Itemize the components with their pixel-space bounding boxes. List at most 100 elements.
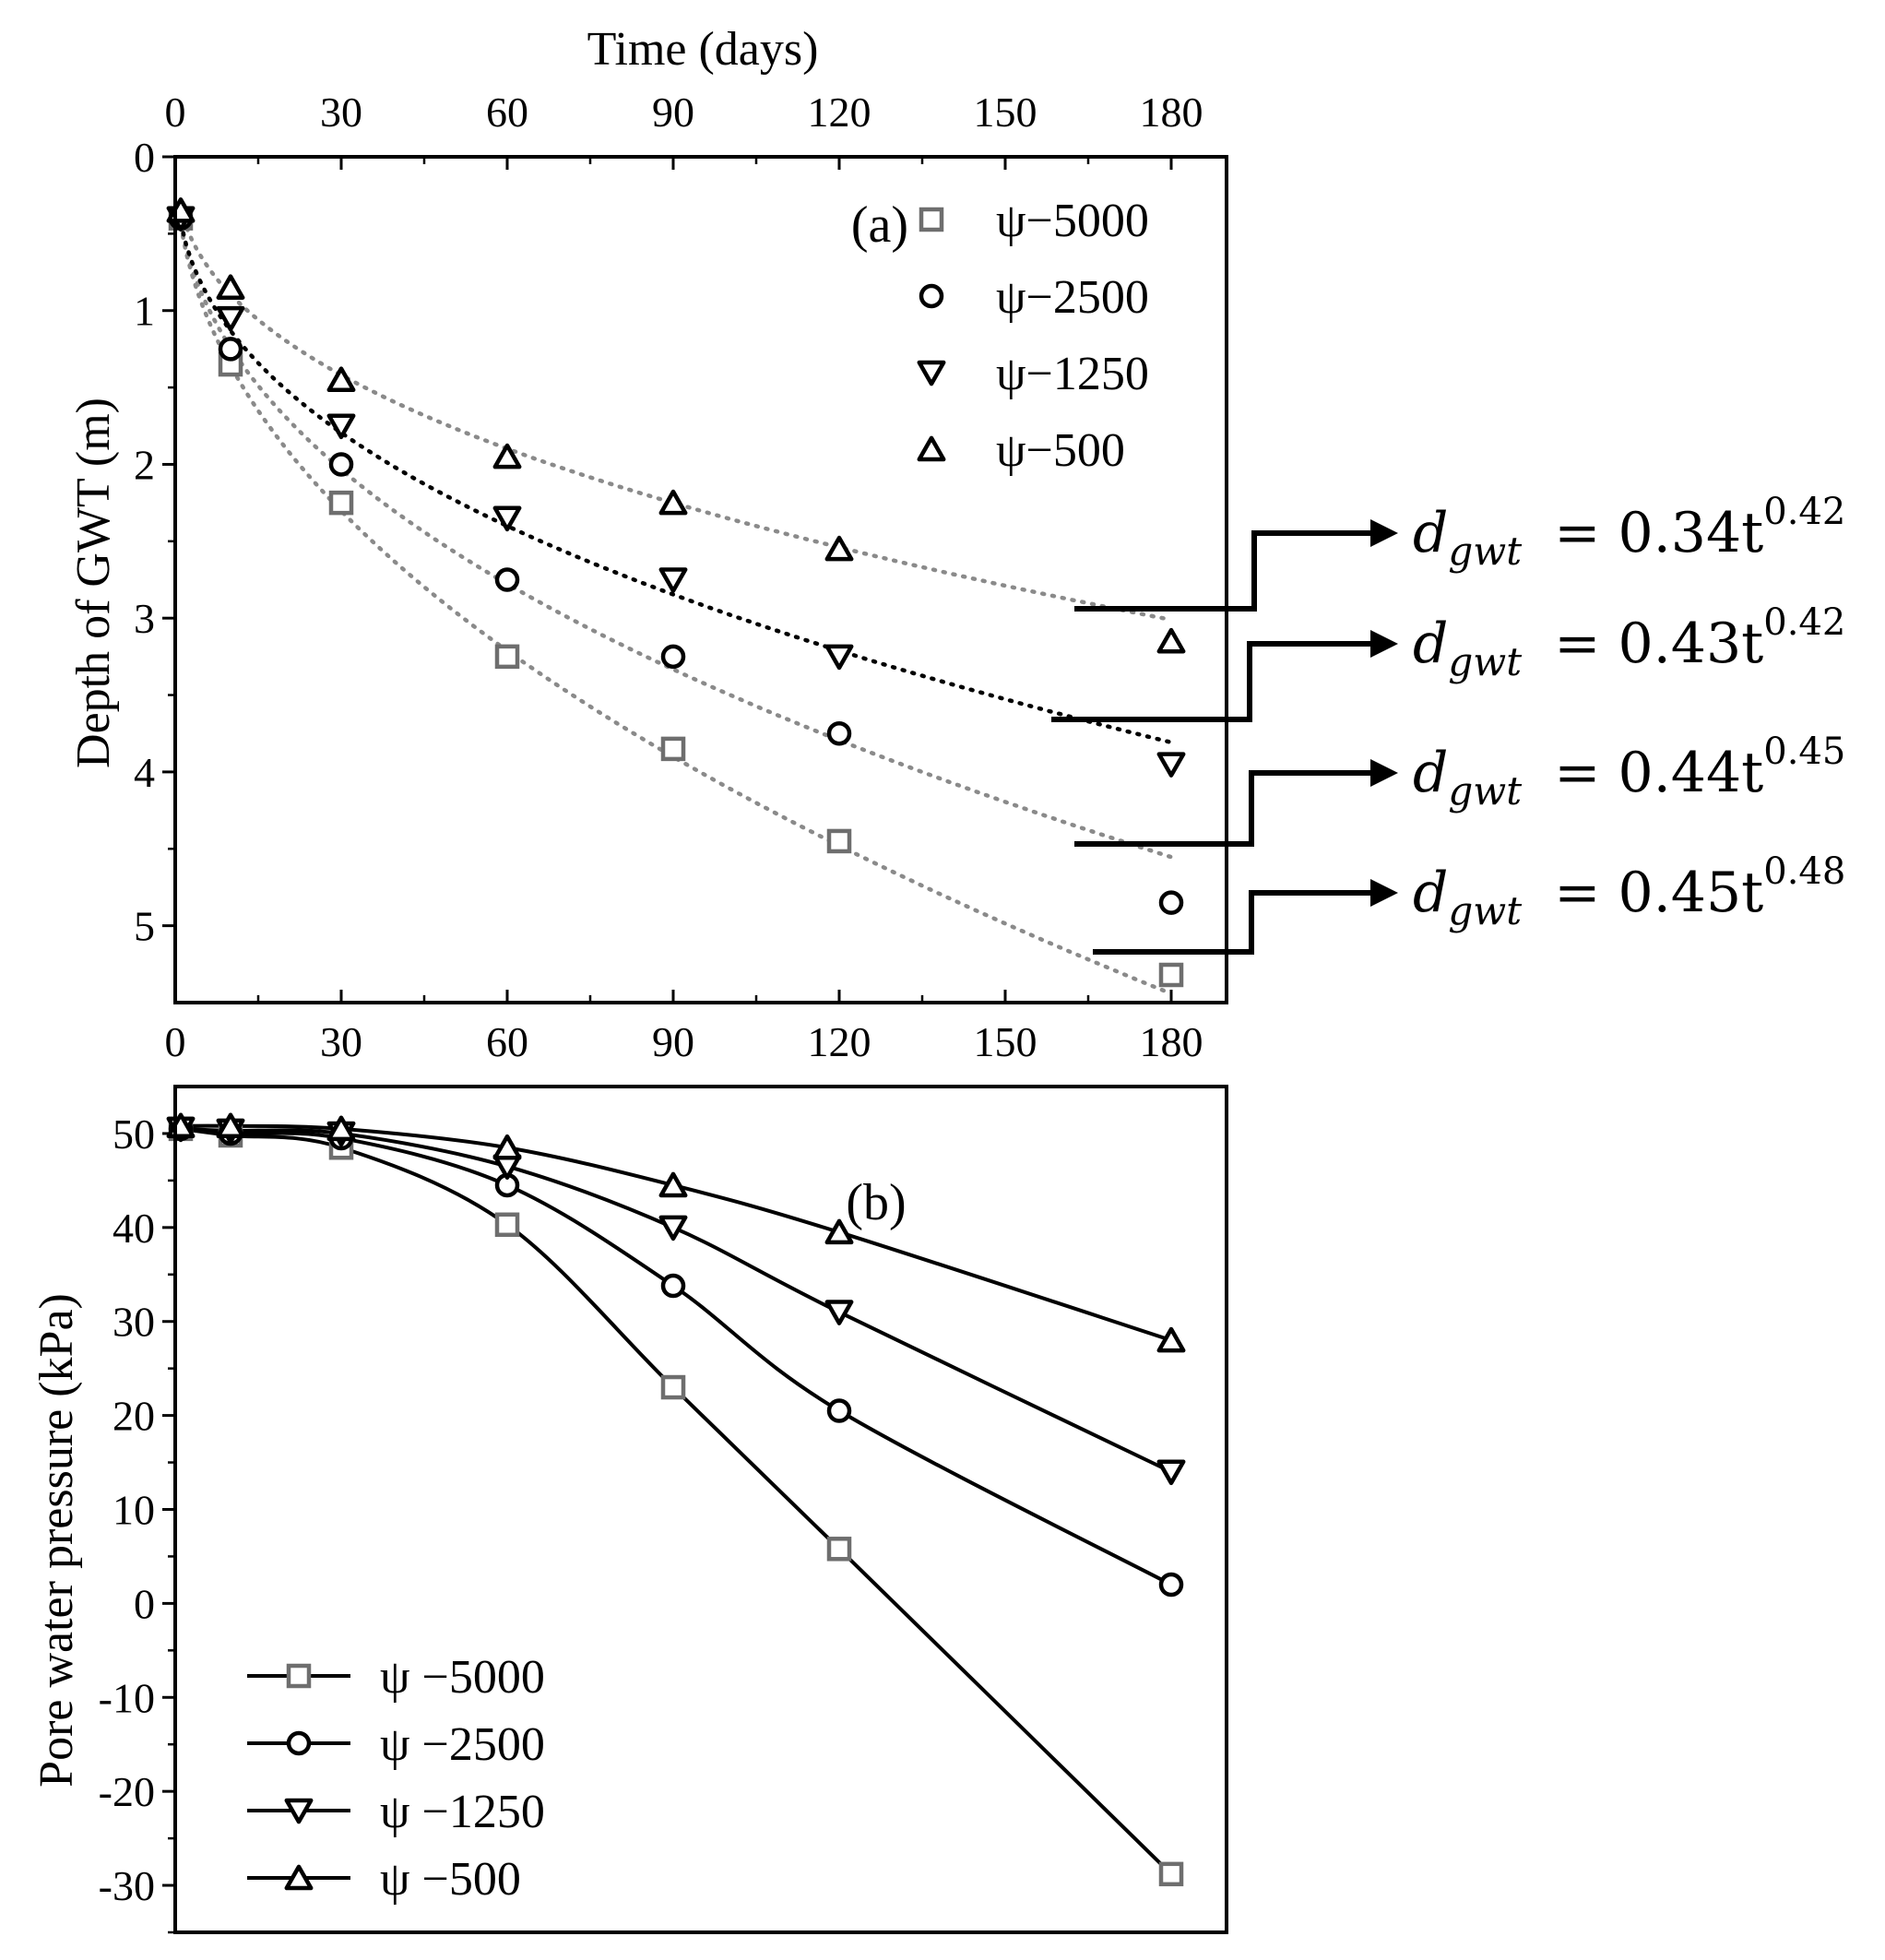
equation-rhs: = 0.44t (1536, 741, 1763, 805)
a-y-tick-label: 1 (134, 288, 155, 335)
a-y-tick-label: 0 (134, 134, 155, 181)
b-y-tick-label: 30 (113, 1299, 155, 1346)
equation-subscript: gwt (1448, 888, 1522, 933)
a-point-circle (660, 644, 686, 670)
a-point-triangle-up (658, 489, 688, 516)
a-x-tick-label-bottom: 0 (165, 1018, 186, 1065)
a-x-tick-label-bottom: 90 (652, 1018, 694, 1065)
equation-symbol: d (1413, 612, 1448, 676)
a-legend-label: ψ−1250 (996, 348, 1149, 400)
b-legend-label: ψ −2500 (380, 1718, 545, 1771)
a-point-triangle-down (492, 505, 522, 532)
a-point-triangle-up (326, 366, 356, 393)
panel-b-label: (b) (846, 1174, 906, 1231)
panel-a-data-points (166, 197, 1186, 988)
equation-subscript: gwt (1448, 529, 1522, 574)
b-point-triangle-up (326, 1115, 356, 1142)
b-legend-label: ψ −1250 (380, 1786, 545, 1838)
b-point-triangle-up (658, 1171, 688, 1198)
a-legend-label: ψ−5000 (996, 195, 1149, 247)
a-fit-equation: dgwt = 0.43t0.42 (1413, 601, 1845, 684)
equation-symbol: d (1413, 861, 1448, 925)
a-point-circle (1158, 890, 1184, 915)
equation-subscript: gwt (1448, 639, 1522, 684)
b-series-line-3 (180, 1123, 1172, 1343)
panel-b-legend: ψ −5000 ψ −2500 ψ −1250 ψ −500 (247, 1651, 545, 1906)
b-series-line-2 (180, 1126, 1172, 1474)
a-point-square (494, 644, 520, 670)
a-x-tick-label-top: 120 (808, 89, 871, 136)
a-legend-marker-triangle-up (917, 435, 946, 462)
b-y-tick-label: -30 (99, 1862, 155, 1909)
b-point-circle (826, 1398, 852, 1423)
a-fit-equation: dgwt = 0.45t0.48 (1413, 850, 1845, 933)
a-point-triangle-up (1156, 627, 1186, 654)
a-point-triangle-down (824, 644, 854, 671)
b-point-triangle-up (824, 1218, 854, 1245)
b-legend-label: ψ −500 (380, 1853, 521, 1906)
a-x-tick-label-bottom: 120 (808, 1018, 871, 1065)
b-point-triangle-up (216, 1112, 245, 1139)
panel-b-pore-water-pressure: Pore water pressure (kPa) 50 40 30 20 10 0 -10… (30, 1085, 1228, 1934)
a-point-circle (218, 337, 243, 362)
panel-a-depth-of-gwt: Time (days) Depth of GWT (m) 0 0 30 30 60 60 9… (67, 23, 1845, 1065)
b-y-tick-label: -20 (99, 1768, 155, 1815)
a-x-tick-label-top: 90 (652, 89, 694, 136)
panel-b-ticks: 50 40 30 20 10 0 -10 -20 -30 (99, 1111, 175, 1934)
panel-a-legend: ψ−5000 ψ−2500 ψ−1250 ψ−500 (917, 195, 1149, 477)
panel-b-data-points (166, 1112, 1186, 1887)
a-annotation-arrow-line (1074, 530, 1372, 612)
a-x-tick-label-bottom: 180 (1140, 1018, 1203, 1065)
a-annotation-arrowhead (1370, 879, 1398, 907)
b-y-tick-label: 40 (113, 1205, 155, 1252)
b-point-triangle-up (1156, 1326, 1186, 1353)
a-y-tick-label: 2 (134, 441, 155, 488)
b-y-tick-label: 50 (113, 1111, 155, 1158)
a-annotation-arrow-line (1051, 641, 1372, 722)
b-legend-marker-square (286, 1663, 312, 1689)
b-legend-marker-triangle-down (284, 1798, 314, 1824)
b-series-line-1 (180, 1126, 1172, 1586)
a-point-circle (826, 720, 852, 746)
panel-a-plot-frame (173, 155, 1228, 1004)
a-annotation-arrow-line (1093, 890, 1372, 955)
a-annotation-arrow-line (1074, 770, 1372, 847)
b-legend-marker-triangle-up (284, 1864, 314, 1891)
equation-exponent: 0.42 (1763, 491, 1845, 533)
panel-b-y-axis-title: Pore water pressure (kPa) (30, 1293, 83, 1788)
equation-rhs: = 0.34t (1536, 501, 1763, 565)
panel-a-y-axis-title: Depth of GWT (m) (67, 398, 120, 768)
b-legend-label: ψ −5000 (380, 1651, 545, 1704)
a-annotation-arrowhead (1370, 630, 1398, 658)
b-y-tick-label: 0 (134, 1580, 155, 1627)
b-series-line-0 (180, 1126, 1173, 1876)
a-point-triangle-down (326, 413, 356, 440)
a-fit-equation: dgwt = 0.44t0.45 (1413, 731, 1845, 814)
b-point-square (494, 1212, 520, 1238)
a-x-tick-label-top: 30 (320, 89, 362, 136)
equation-subscript: gwt (1448, 768, 1522, 814)
panel-a-x-axis-title: Time (days) (587, 23, 819, 76)
equation-symbol: d (1413, 741, 1448, 805)
panel-b-plot-frame (173, 1085, 1228, 1934)
a-point-square (660, 736, 686, 762)
a-legend-marker-triangle-down (917, 360, 946, 386)
a-x-tick-label-bottom: 30 (320, 1018, 362, 1065)
a-fit-equation: dgwt = 0.34t0.42 (1413, 491, 1845, 574)
b-y-tick-label: 10 (113, 1487, 155, 1534)
a-fit-curve-2 (178, 220, 1174, 745)
a-point-triangle-up (492, 443, 522, 469)
panel-a-fit-curves (178, 207, 1174, 996)
b-point-triangle-down (658, 1215, 688, 1241)
a-x-tick-label-bottom: 150 (974, 1018, 1037, 1065)
b-point-square (1158, 1861, 1184, 1887)
b-y-tick-label: 20 (113, 1393, 155, 1440)
b-point-circle (660, 1273, 686, 1299)
b-legend-marker-circle (286, 1730, 312, 1756)
b-point-circle (1158, 1572, 1184, 1598)
a-x-tick-label-top: 60 (486, 89, 528, 136)
a-x-tick-label-bottom: 60 (486, 1018, 528, 1065)
b-point-square (826, 1537, 852, 1562)
